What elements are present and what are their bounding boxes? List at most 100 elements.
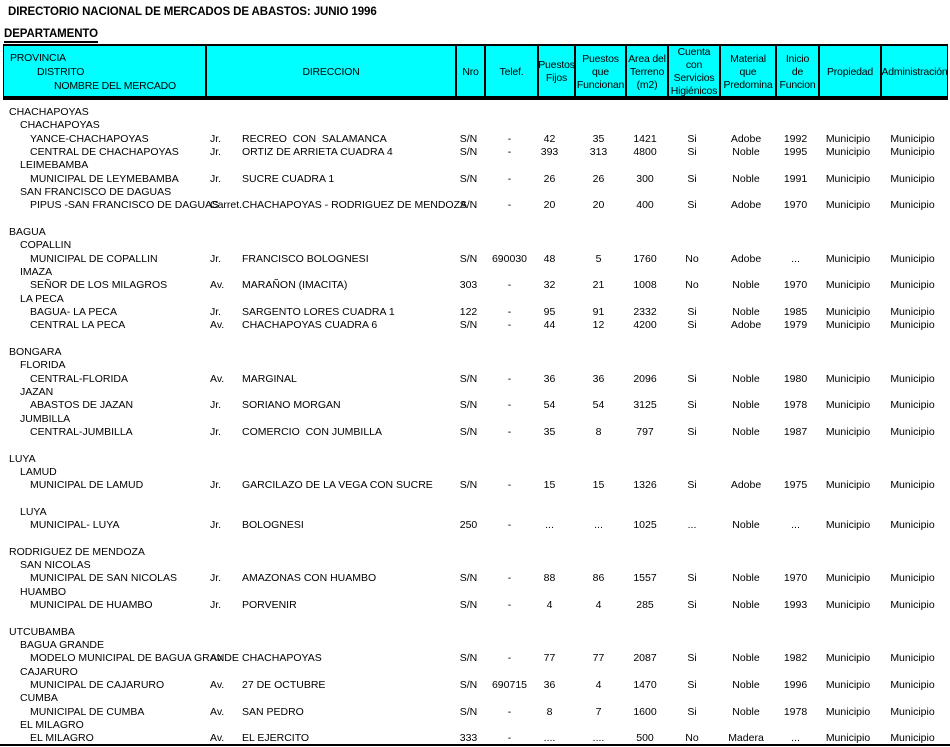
street-type-cell: Jr. <box>210 519 222 532</box>
district-name: JAZAN <box>20 385 54 398</box>
puestos-funcionan-cell: 15 <box>592 479 605 492</box>
street-name-cell: GARCILAZO DE LA VEGA CON SUCRE <box>242 479 433 492</box>
telefono-cell: - <box>507 305 512 318</box>
area-terreno-cell: 300 <box>636 172 654 185</box>
administracion-cell: Municipio <box>890 319 935 332</box>
district-row: BAGUA GRANDE <box>3 639 948 652</box>
puestos-fijos-cell: 44 <box>543 319 556 332</box>
puestos-fijos-cell: 32 <box>543 279 556 292</box>
puestos-funcionan-cell: 36 <box>592 372 605 385</box>
district-row: JUMBILLA <box>3 413 948 426</box>
servicios-cell: No <box>685 732 699 745</box>
street-name-cell: EL EJERCITO <box>242 732 310 745</box>
material-cell: Noble <box>732 679 760 692</box>
district-row: CAJARURO <box>3 666 948 679</box>
material-cell: Noble <box>732 399 760 412</box>
district-name: EL MILAGRO <box>20 719 84 732</box>
market-row: MUNICIPAL DE HUAMBO Jr. PORVENIR S/N - 4 4 285 S… <box>3 599 948 612</box>
telefono-cell: - <box>507 145 512 158</box>
street-type-cell: Jr. <box>210 172 222 185</box>
market-name-cell: MUNICIPAL DE SAN NICOLAS <box>30 572 178 585</box>
area-terreno-cell: 1421 <box>633 132 657 145</box>
district-name: COPALLIN <box>20 239 72 252</box>
material-cell: Noble <box>732 519 760 532</box>
inicio-cell: 1978 <box>783 705 808 718</box>
administracion-cell: Municipio <box>890 425 935 438</box>
street-type-cell: Jr. <box>210 572 222 585</box>
province-name: CHACHAPOYAS <box>9 106 89 118</box>
header-inicio-funcion: Inicio de Funcion <box>775 46 818 96</box>
area-terreno-cell: 4200 <box>633 319 657 332</box>
nro-cell: S/N <box>459 199 478 212</box>
nro-cell: S/N <box>459 145 478 158</box>
administracion-cell: Municipio <box>890 519 935 532</box>
district-name: SAN NICOLAS <box>20 559 91 572</box>
inicio-cell: 1992 <box>783 132 808 145</box>
administracion-cell: Municipio <box>890 305 935 318</box>
telefono-cell: - <box>507 132 512 145</box>
market-row: CENTRAL-FLORIDA Av. MARGINAL S/N - 36 36 2096 Si… <box>3 373 948 386</box>
street-type-cell: Carret. <box>210 199 243 212</box>
nro-cell: S/N <box>459 705 478 718</box>
street-type-cell: Jr. <box>210 425 222 438</box>
telefono-cell: - <box>507 652 512 665</box>
puestos-fijos-cell: 48 <box>543 252 556 265</box>
district-row: CHACHAPOYAS <box>3 119 948 132</box>
market-name-cell: MUNICIPAL DE HUAMBO <box>30 599 153 612</box>
district-row: COPALLIN <box>3 239 948 252</box>
area-terreno-cell: 1008 <box>633 279 657 292</box>
administracion-cell: Municipio <box>890 372 935 385</box>
propiedad-cell: Municipio <box>825 145 871 158</box>
area-terreno-cell: 1326 <box>633 479 657 492</box>
area-terreno-cell: 1025 <box>633 519 657 532</box>
district-row: EL MILAGRO <box>3 719 948 732</box>
material-cell: Adobe <box>730 319 762 332</box>
administracion-cell: Municipio <box>890 705 935 718</box>
puestos-funcionan-cell: 54 <box>592 399 605 412</box>
material-cell: Noble <box>732 372 760 385</box>
table-header-row: PROVINCIA DISTRITO NOMBRE DEL MERCADO DI… <box>3 44 948 100</box>
propiedad-cell: Municipio <box>825 425 871 438</box>
area-terreno-cell: 2087 <box>633 652 657 665</box>
street-type-cell: Jr. <box>210 479 222 492</box>
puestos-funcionan-cell: 35 <box>592 132 605 145</box>
province-name: BAGUA <box>9 225 46 238</box>
area-terreno-cell: 1557 <box>633 572 657 585</box>
propiedad-cell: Municipio <box>825 399 871 412</box>
puestos-fijos-cell: 77 <box>543 652 556 665</box>
header-provincia: PROVINCIA <box>10 52 66 64</box>
market-name-cell: EL MILAGRO <box>30 732 94 745</box>
bottom-rule <box>0 744 950 746</box>
puestos-funcionan-cell: ... <box>594 519 603 532</box>
market-row: EL MILAGRO Av. EL EJERCITO 333 -........ 500 N… <box>3 732 948 745</box>
propiedad-cell: Municipio <box>825 172 871 185</box>
administracion-cell: Municipio <box>890 279 935 292</box>
material-cell: Noble <box>732 652 760 665</box>
blank-row <box>3 612 948 625</box>
nro-cell: 250 <box>459 519 478 532</box>
propiedad-cell: Municipio <box>825 572 871 585</box>
street-type-cell: Av. <box>210 732 225 745</box>
district-row: CUMBA <box>3 692 948 705</box>
blank-row <box>3 533 948 546</box>
market-row: CENTRAL DE CHACHAPOYAS Jr. ORTIZ DE ARRIET… <box>3 146 948 159</box>
administracion-cell: Municipio <box>890 132 935 145</box>
telefono-cell: - <box>507 572 512 585</box>
street-type-cell: Jr. <box>210 599 222 612</box>
market-row: MUNICIPAL DE LEYMEBAMBA Jr. SUCRE CUADRA 1… <box>3 173 948 186</box>
telefono-cell: - <box>507 199 512 212</box>
header-direccion: DIRECCION <box>205 46 455 96</box>
inicio-cell: 1970 <box>783 279 808 292</box>
street-type-cell: Jr. <box>210 399 222 412</box>
market-name-cell: SEÑOR DE LOS MILAGROS <box>30 279 168 292</box>
servicios-cell: Si <box>687 145 697 158</box>
propiedad-cell: Municipio <box>825 252 871 265</box>
district-name: HUAMBO <box>20 585 67 598</box>
propiedad-cell: Municipio <box>825 372 871 385</box>
area-terreno-cell: 797 <box>636 425 654 438</box>
blank-row <box>3 439 948 452</box>
area-terreno-cell: 1470 <box>633 679 657 692</box>
telefono-cell: - <box>507 705 512 718</box>
servicios-cell: No <box>685 279 699 292</box>
district-row: LAMUD <box>3 466 948 479</box>
